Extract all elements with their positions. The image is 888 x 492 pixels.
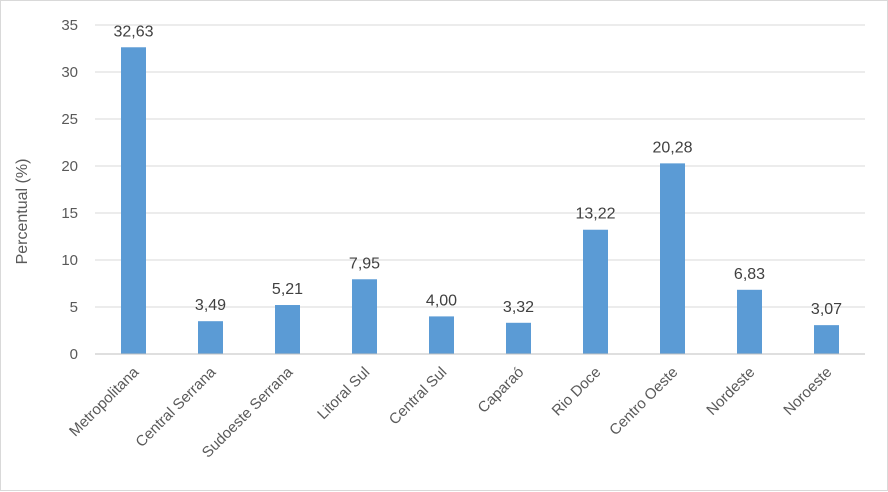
category-label: Central Serrana <box>132 363 219 450</box>
y-tick-label: 0 <box>70 346 78 363</box>
bar <box>737 289 762 354</box>
data-label: 3,32 <box>503 299 534 316</box>
category-label: Metropolitana <box>66 363 143 440</box>
data-label: 3,07 <box>811 301 842 318</box>
y-tick-label: 30 <box>61 64 78 81</box>
bar <box>814 325 839 354</box>
data-label: 7,95 <box>349 255 380 272</box>
data-label: 20,28 <box>652 139 692 156</box>
y-tick-label: 20 <box>61 158 78 175</box>
bar <box>429 316 454 354</box>
data-label: 13,22 <box>575 206 615 223</box>
data-label: 6,83 <box>734 266 765 283</box>
y-tick-label: 5 <box>70 299 78 316</box>
bar <box>660 163 685 354</box>
gridlines <box>95 24 865 308</box>
bar <box>506 322 531 354</box>
y-axis-title: Percentual (%) <box>14 159 31 265</box>
bar <box>352 279 377 354</box>
y-tick-label: 10 <box>61 252 78 269</box>
y-tick-label: 35 <box>61 17 78 34</box>
category-label: Caparaó <box>475 364 528 417</box>
category-label: Litoral Sul <box>314 364 373 423</box>
data-label: 4,00 <box>426 292 457 309</box>
data-label: 5,21 <box>272 281 303 298</box>
category-label: Centro Oeste <box>606 364 681 439</box>
bar <box>275 305 300 354</box>
y-axis-ticks: 0 5 10 15 20 25 30 35 <box>61 17 78 363</box>
bars <box>121 47 839 354</box>
category-label: Nordeste <box>703 364 758 419</box>
bar <box>121 47 146 354</box>
bar <box>583 229 608 354</box>
y-tick-label: 15 <box>61 205 78 222</box>
data-label: 3,49 <box>195 297 226 314</box>
data-labels: 32,63 3,49 5,21 7,95 4,00 3,32 13,22 20,28 6,83 3… <box>113 23 842 318</box>
category-label: Noroeste <box>780 364 835 419</box>
bar <box>198 321 223 354</box>
y-tick-label: 25 <box>61 111 78 128</box>
category-label: Central Sul <box>386 364 450 428</box>
category-label: Rio Doce <box>549 364 605 420</box>
data-label: 32,63 <box>113 23 153 40</box>
